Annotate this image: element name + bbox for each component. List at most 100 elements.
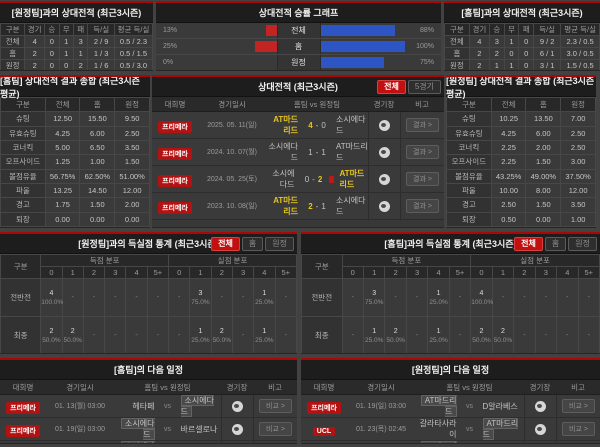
stat-value: 0.5 / 2.3: [113, 35, 153, 48]
summary-row: 파울 10.00 8.00 12.00: [446, 182, 596, 199]
empty-value: -: [458, 332, 462, 339]
stadium-ball-icon[interactable]: [379, 173, 390, 185]
panel-title: [홈팀] 상대전적 결과 종합 (최근3시즌 평균): [0, 77, 150, 99]
goal-count-header: 4: [125, 266, 148, 279]
stat-value: 6.00: [525, 125, 562, 141]
distribution-cell: 2 50.0%: [470, 316, 493, 353]
column-header: 홈: [525, 96, 562, 113]
away-team-cell: 바르셀로나: [177, 424, 222, 435]
league-cell: UCL: [301, 420, 347, 438]
away-score: 0: [321, 120, 326, 130]
panel-winrate-graph: 상대전적 승률 그래프 13% 전체 88% 25% 홈 100% 0% 원정 75%: [156, 1, 441, 71]
match-percentage: 25.0%: [429, 298, 448, 306]
compare-button[interactable]: 비교 >: [562, 422, 595, 436]
result-button[interactable]: 결과 >: [406, 118, 439, 132]
note-cell: 결과 >: [400, 139, 444, 165]
distribution-cell: 1 25.0%: [253, 278, 276, 317]
vs-label: vs: [466, 402, 473, 410]
compare-button[interactable]: 비교 >: [259, 422, 292, 436]
column-header: 구분: [0, 96, 46, 113]
empty-value: -: [241, 294, 245, 301]
stat-value: 51.00%: [114, 168, 150, 184]
stadium-ball-icon[interactable]: [379, 119, 390, 131]
stadium-ball-icon[interactable]: [232, 400, 243, 412]
match-cell: 갈라타사라이 vs AT마드리드: [415, 418, 524, 440]
panel-title: [원정팀]과의 득실점 통계 (최근3시즌) 전체 홈 원정: [0, 234, 297, 254]
stat-value: 0: [518, 35, 535, 48]
group-header: 득점 분포: [341, 254, 472, 267]
distribution-cell: -: [556, 278, 579, 317]
match-cell: AT마드리드 vs D알라베스: [415, 395, 524, 417]
match-count: 1: [262, 327, 267, 335]
distribution-cell: 1 25.0%: [362, 316, 386, 353]
column-header-match: 홈팀 vs 원정팀: [293, 99, 341, 109]
result-button[interactable]: 결과 >: [406, 172, 439, 186]
home-team-name: AT마드리드: [420, 395, 457, 417]
column-header-league: 대회명: [164, 99, 186, 109]
match-percentage: 50.0%: [212, 336, 231, 344]
goal-stats-table: 구분 득점 분포 실점 분포 0 1 2 3 4 5+ 0 1 2 3 4 5+ 전반전 -3 75.0% - -1 2…: [301, 254, 600, 353]
stat-value: 1.75: [44, 197, 81, 213]
stadium-ball-icon[interactable]: [379, 146, 390, 158]
panel-goal-stats-vs-home: [홈팀]과의 득실점 통계 (최근3시즌) 전체 홈 원정 구분 득점 분포 실점 분포…: [301, 232, 600, 354]
record-row: 원정 2 1 1 0 3 / 1 1.5 / 0.5: [444, 59, 600, 70]
note-cell: 비교 >: [556, 441, 600, 443]
group-header-row: 구분 득점 분포 실점 분포: [0, 254, 297, 279]
period-label: 전반전: [0, 278, 42, 317]
empty-value: -: [135, 294, 138, 301]
away-bar-track: [320, 41, 405, 52]
compare-button[interactable]: 비교 >: [562, 399, 595, 413]
away-team-name: AT마드리드: [339, 169, 365, 189]
away-team-cell: AT마드리드: [479, 418, 525, 440]
filter-button-홈[interactable]: 홈: [544, 237, 567, 251]
column-header: 무: [503, 23, 520, 36]
home-team-name: 헤타페: [132, 401, 155, 411]
filter-button-전체[interactable]: 전체: [211, 237, 240, 251]
stat-name: 오프사이드: [446, 154, 492, 170]
note-cell: 비교 >: [253, 418, 297, 440]
home-team-name: AT마드리드: [420, 441, 457, 443]
venue-cell: [368, 112, 400, 138]
panel-title-text: 상대전적 (최근3시즌): [258, 82, 338, 92]
stadium-ball-icon[interactable]: [535, 400, 546, 412]
row-label: 홈: [0, 47, 26, 60]
distribution-cell: -: [168, 316, 191, 353]
away-team-name: AT마드리드: [336, 142, 368, 162]
column-header: 전체: [44, 96, 81, 113]
filter-button-원정[interactable]: 원정: [265, 237, 294, 251]
stat-value: 6 / 1: [533, 47, 562, 60]
filter-button-홈[interactable]: 홈: [241, 237, 264, 251]
goal-count-header: 0: [470, 266, 493, 279]
stat-name: 코너킥: [0, 139, 46, 156]
result-button[interactable]: 결과 >: [406, 199, 439, 213]
filter-button-원정[interactable]: 원정: [568, 237, 597, 251]
empty-value: -: [566, 294, 569, 301]
column-header: 원정: [114, 96, 150, 113]
stat-value: 1: [58, 35, 74, 48]
filter-button-5경기[interactable]: 5경기: [407, 80, 441, 94]
note-cell: 결과 >: [400, 112, 444, 138]
stat-value: 1.25: [44, 154, 81, 170]
league-badge: 프리메라: [158, 175, 192, 187]
home-team-name: 소시에다드: [121, 441, 155, 443]
distribution-cell: -: [231, 316, 255, 353]
stadium-ball-icon[interactable]: [379, 200, 390, 212]
away-winrate-value: 88%: [419, 27, 434, 34]
table-header-row: 구분 경기 승 무 패 득/실 평균 득/실: [0, 23, 153, 36]
stat-value: 0.00: [44, 211, 81, 227]
column-header: 무: [58, 23, 74, 36]
summary-table: 구분 전체 홈 원정 슈팅 12.50 15.50 9.50 유효슈팅 4.25 6.00 2.50 코…: [0, 96, 150, 227]
stadium-ball-icon[interactable]: [232, 423, 243, 435]
filter-button-전체[interactable]: 전체: [514, 237, 543, 251]
stadium-ball-icon[interactable]: [535, 423, 546, 435]
compare-button[interactable]: 비교 >: [259, 399, 292, 413]
match-cell: AT마드리드 2-1 소시에다드: [266, 195, 368, 217]
goal-count-header: 5+: [274, 266, 297, 279]
stat-value: 1: [503, 59, 520, 70]
filter-button-전체[interactable]: 전체: [377, 80, 406, 94]
distribution-cell: -: [210, 278, 233, 317]
result-button[interactable]: 결과 >: [406, 145, 439, 159]
stat-value: 3.50: [114, 139, 150, 156]
summary-row: 슈팅 12.50 15.50 9.50: [0, 111, 150, 127]
